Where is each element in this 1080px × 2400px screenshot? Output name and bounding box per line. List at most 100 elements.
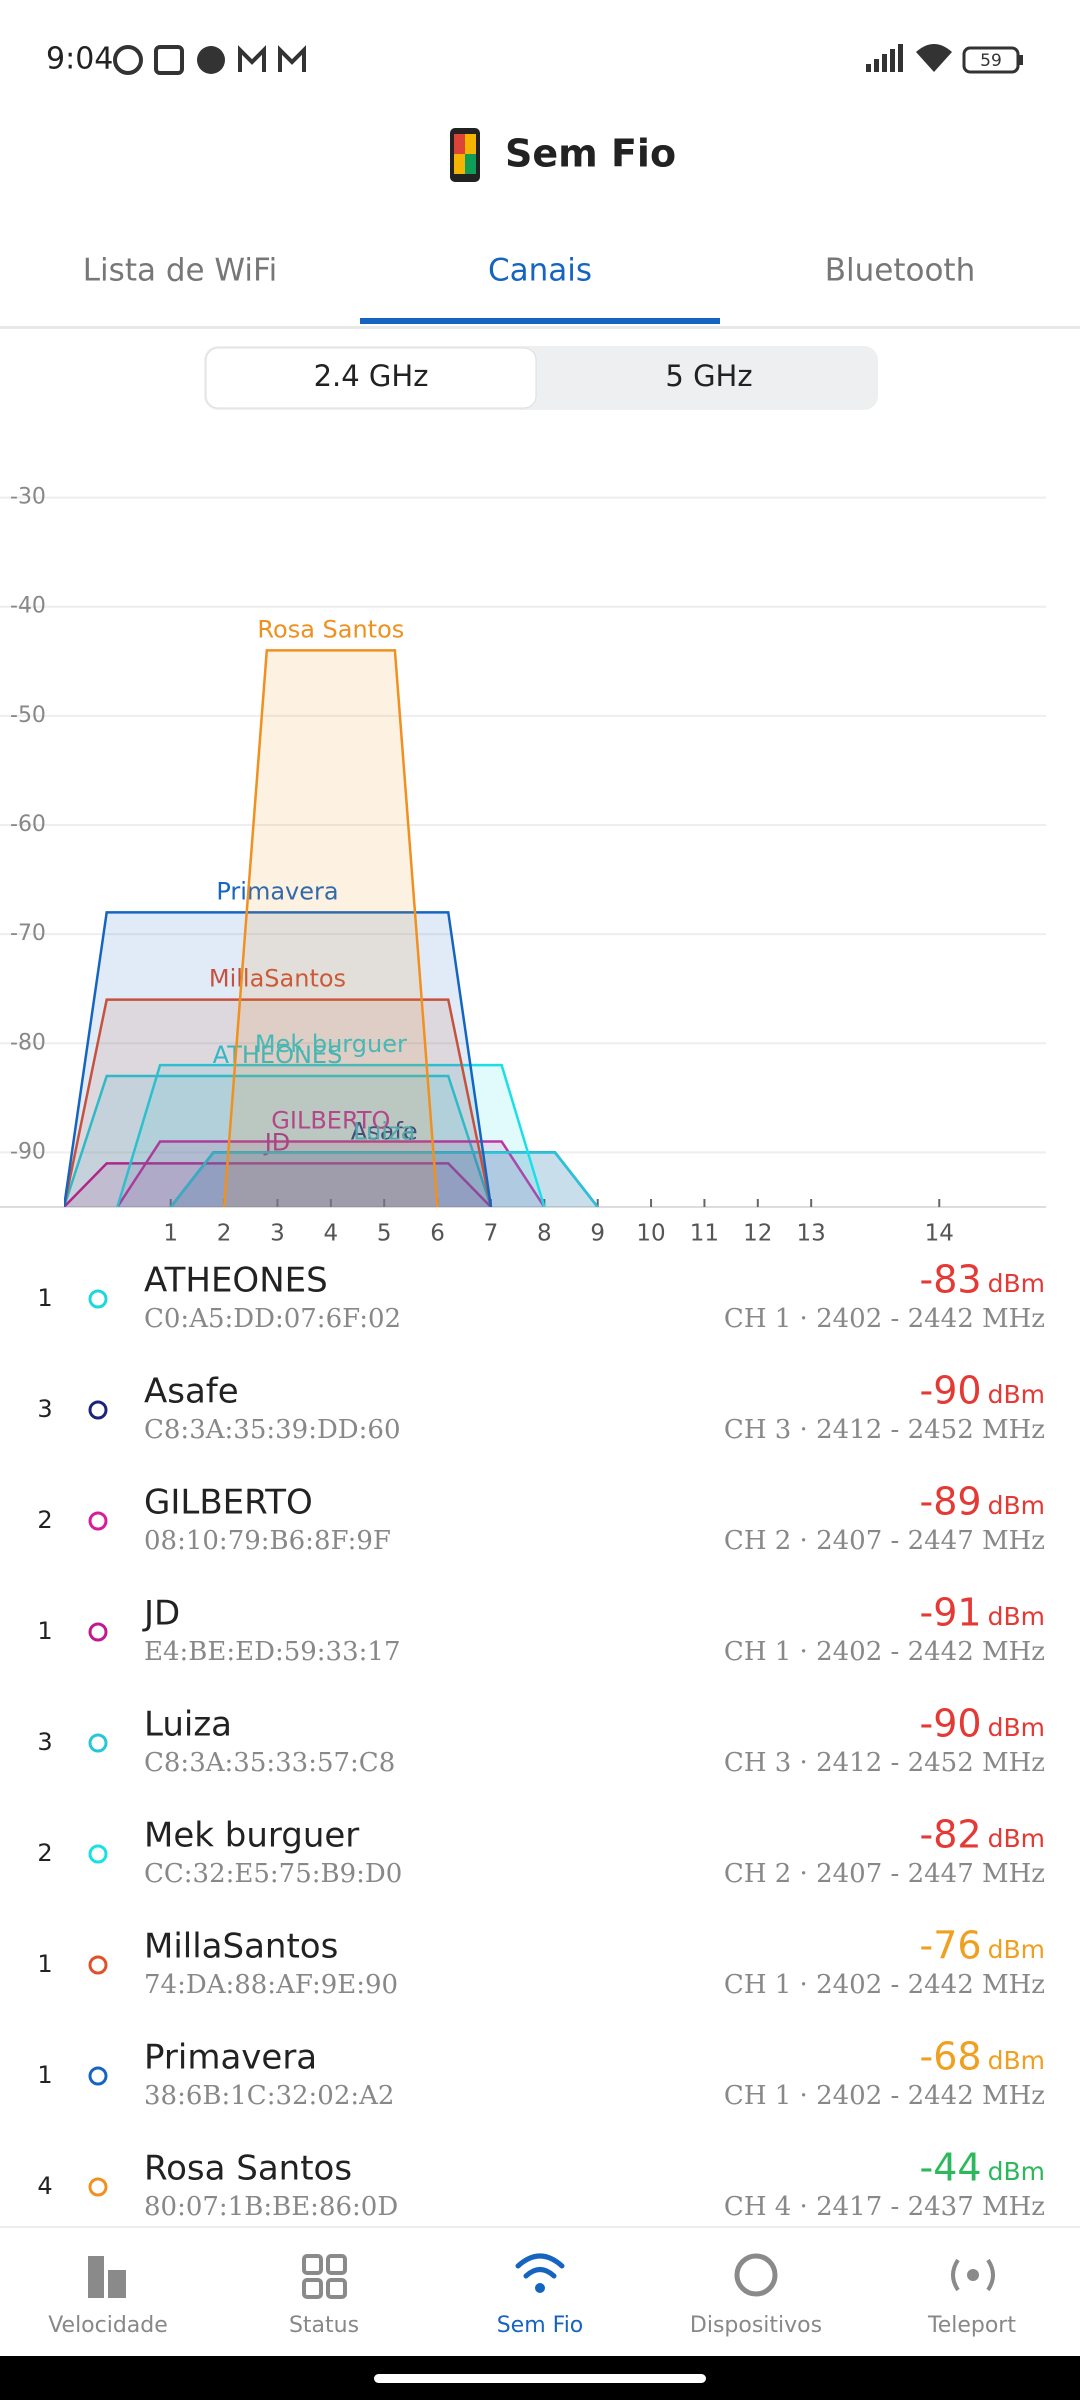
x-tick-label: 9 [590, 1221, 605, 1247]
status-time: 9:04 [46, 42, 113, 77]
network-color [88, 2066, 108, 2086]
network-color [88, 1955, 108, 1975]
signal-value: -90 [920, 1702, 982, 1746]
y-tick-label: -90 [10, 1139, 46, 1164]
signal-unit: dBm [988, 2157, 1045, 2186]
x-tick-label: 8 [537, 1221, 552, 1247]
network-color [88, 1289, 108, 1309]
band-toggle-items: 2.4 GHz 5 GHz [205, 347, 753, 409]
nav-label[interactable]: Status [289, 2313, 359, 2338]
nav-label[interactable]: Sem Fio [497, 2313, 584, 2338]
signal-unit: dBm [988, 1824, 1045, 1853]
battery-level: 59 [980, 51, 1002, 71]
y-tick-label: -30 [10, 485, 46, 510]
network-mac: C8:3A:35:39:DD:60 [144, 1415, 401, 1445]
signal-value: -82 [920, 1813, 982, 1857]
signal-unit: dBm [988, 2046, 1045, 2075]
nav-label[interactable]: Dispositivos [690, 2313, 822, 2338]
network-name[interactable]: MillaSantos [144, 1927, 338, 1967]
network-color [88, 1733, 108, 1753]
x-tick-label: 11 [690, 1221, 719, 1247]
x-tick-label: 13 [797, 1221, 826, 1247]
tab[interactable]: Canais [488, 253, 592, 289]
signal-value: -44 [920, 2146, 982, 2190]
channel-info: CH 3 · 2412 - 2452 MHz [724, 1748, 1045, 1778]
toggle-option[interactable]: 2.4 GHz [314, 359, 429, 393]
channel-shape [222, 649, 439, 1207]
x-tick-label: 14 [925, 1221, 954, 1247]
tab[interactable]: Bluetooth [825, 253, 976, 289]
network-mac: 74:DA:88:AF:9E:90 [144, 1970, 398, 2000]
x-tick-label: 2 [217, 1221, 232, 1247]
channel-info: CH 4 · 2417 - 2437 MHz [724, 2192, 1045, 2222]
network-count: 1 [37, 1284, 52, 1312]
signal-value: -76 [920, 1924, 982, 1968]
channel-shape [169, 1151, 599, 1207]
tab[interactable]: Lista de WiFi [83, 253, 277, 289]
x-tick-label: 7 [484, 1221, 499, 1247]
signal-unit: dBm [988, 1491, 1045, 1520]
x-tick-label: 12 [743, 1221, 772, 1247]
bottom-nav-border [0, 2226, 1080, 2228]
y-tick-label: -50 [10, 703, 46, 728]
channel-shape [64, 911, 493, 1207]
toggle-option[interactable]: 5 GHz [665, 359, 752, 393]
network-mac: CC:32:E5:75:B9:D0 [144, 1859, 402, 1889]
x-tick-label: 1 [163, 1221, 178, 1247]
network-color [88, 2177, 108, 2197]
network-count: 2 [37, 1839, 52, 1867]
y-tick-label: -80 [10, 1030, 46, 1055]
signal-value: -68 [920, 2035, 982, 2079]
nav-label[interactable]: Teleport [927, 2313, 1016, 2338]
series-label: Luiza [353, 1117, 415, 1145]
nav-label[interactable]: Velocidade [48, 2313, 168, 2338]
x-tick-label: 6 [430, 1221, 445, 1247]
series-label: Rosa Santos [257, 615, 404, 643]
channel-info: CH 1 · 2402 - 2442 MHz [724, 1637, 1045, 1667]
network-count: 1 [37, 1617, 52, 1645]
network-name[interactable]: Primavera [144, 2038, 317, 2078]
network-mac: 80:07:1B:BE:86:0D [144, 2192, 398, 2222]
header-title: Sem Fio [505, 132, 676, 176]
network-color [88, 1400, 108, 1420]
channel-info: CH 1 · 2402 - 2442 MHz [724, 2081, 1045, 2111]
network-mac: 38:6B:1C:32:02:A2 [144, 2081, 394, 2111]
app-logo [450, 128, 480, 182]
network-name[interactable]: GILBERTO [144, 1483, 313, 1523]
signal-value: -89 [920, 1480, 982, 1524]
channel-shape [116, 1140, 546, 1207]
network-name[interactable]: Luiza [144, 1705, 232, 1745]
network-name[interactable]: JD [142, 1594, 180, 1634]
network-count: 3 [37, 1395, 52, 1423]
signal-unit: dBm [988, 1380, 1045, 1409]
network-name[interactable]: Mek burguer [144, 1816, 359, 1856]
network-color [88, 1844, 108, 1864]
series-label: Mek burguer [255, 1030, 407, 1058]
channel-info: CH 1 · 2402 - 2442 MHz [724, 1970, 1045, 2000]
divider [0, 326, 1080, 329]
channel-shape [64, 1162, 492, 1207]
x-tick-label: 10 [636, 1221, 665, 1247]
channel-shape [116, 1063, 546, 1207]
nav-icons [88, 2253, 995, 2299]
channel-info: CH 2 · 2407 - 2447 MHz [724, 1859, 1045, 1889]
network-count: 3 [37, 1728, 52, 1756]
signal-value: -90 [920, 1369, 982, 1413]
network-name[interactable]: Rosa Santos [144, 2149, 352, 2189]
channel-shape [64, 998, 493, 1207]
network-mac: C0:A5:DD:07:6F:02 [144, 1304, 401, 1334]
signal-value: -83 [920, 1258, 982, 1302]
network-color [88, 1511, 108, 1531]
network-count: 4 [37, 2172, 52, 2200]
y-tick-label: -60 [10, 812, 46, 837]
channel-info: CH 1 · 2402 - 2442 MHz [724, 1304, 1045, 1334]
series-label: GILBERTO [271, 1107, 390, 1135]
network-count: 1 [37, 2061, 52, 2089]
network-mac: 08:10:79:B6:8F:9F [144, 1526, 391, 1556]
network-mac: E4:BE:ED:59:33:17 [144, 1637, 400, 1667]
series-label: MillaSantos [209, 965, 346, 993]
channel-info: CH 3 · 2412 - 2452 MHz [724, 1415, 1045, 1445]
network-name[interactable]: Asafe [144, 1372, 239, 1412]
network-name[interactable]: ATHEONES [144, 1261, 328, 1301]
